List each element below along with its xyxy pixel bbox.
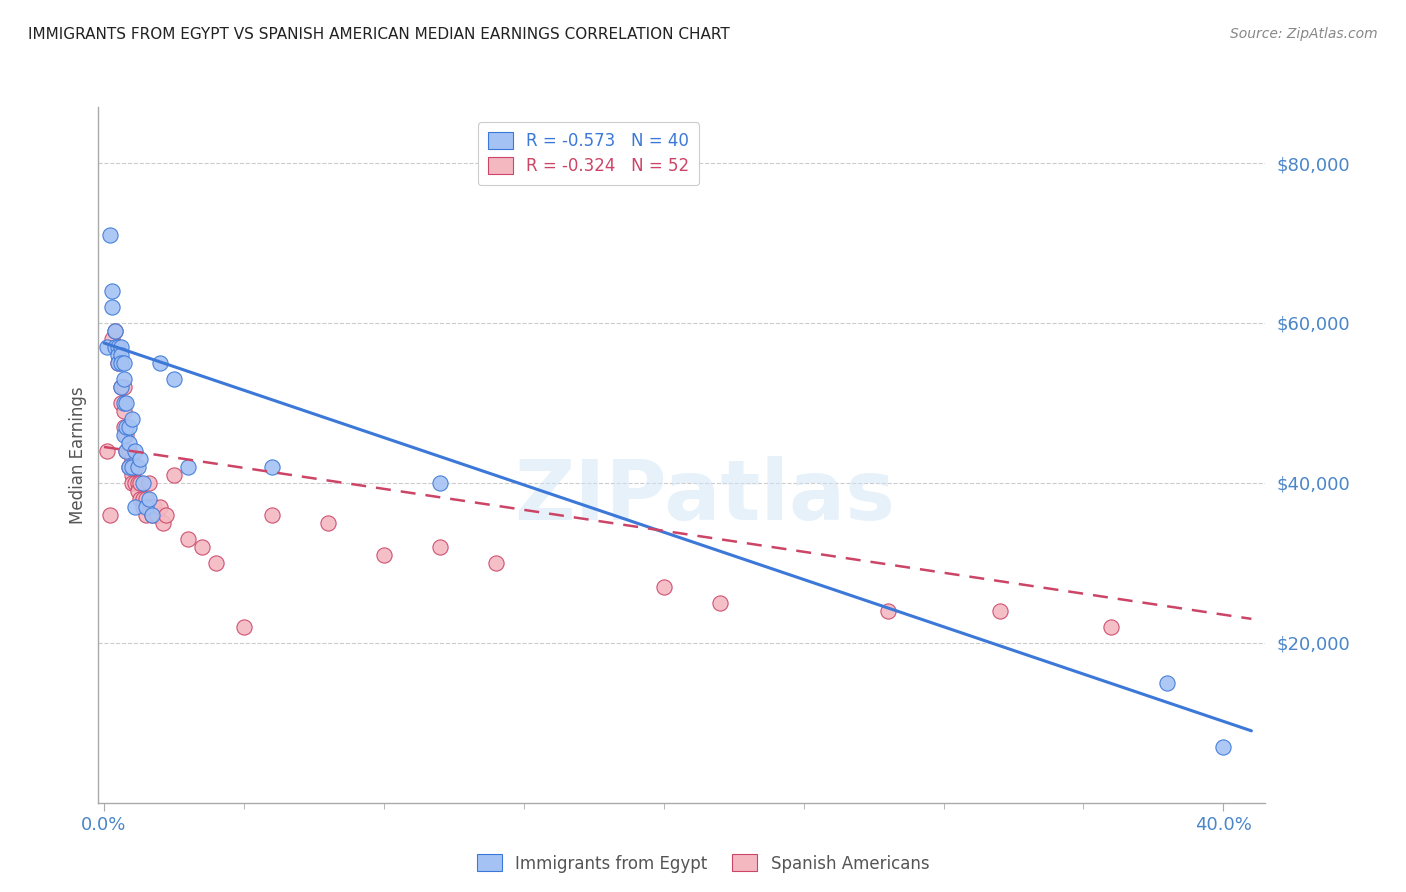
Point <box>163 467 186 482</box>
Point <box>118 420 141 434</box>
Point <box>121 475 143 490</box>
Point <box>141 508 163 522</box>
Point <box>112 372 135 386</box>
Point <box>115 420 138 434</box>
Point <box>110 396 132 410</box>
Point <box>709 596 731 610</box>
Point <box>129 491 152 506</box>
Point <box>118 436 141 450</box>
Text: Source: ZipAtlas.com: Source: ZipAtlas.com <box>1230 27 1378 41</box>
Point <box>112 404 135 418</box>
Point <box>121 451 143 466</box>
Point <box>112 428 135 442</box>
Point <box>112 396 135 410</box>
Point <box>112 356 135 370</box>
Point <box>141 508 163 522</box>
Point <box>1212 739 1234 754</box>
Point <box>143 500 166 514</box>
Point <box>876 604 898 618</box>
Point <box>115 428 138 442</box>
Point <box>429 540 451 554</box>
Point <box>233 620 256 634</box>
Point <box>177 532 200 546</box>
Point <box>988 604 1011 618</box>
Point <box>138 475 160 490</box>
Point <box>135 491 157 506</box>
Legend: Immigrants from Egypt, Spanish Americans: Immigrants from Egypt, Spanish Americans <box>470 847 936 880</box>
Point <box>316 516 339 530</box>
Point <box>152 516 174 530</box>
Point <box>191 540 214 554</box>
Point <box>127 483 149 498</box>
Point <box>132 475 155 490</box>
Point <box>110 380 132 394</box>
Point <box>652 580 675 594</box>
Point <box>107 348 129 362</box>
Point <box>112 380 135 394</box>
Point <box>115 444 138 458</box>
Y-axis label: Median Earnings: Median Earnings <box>69 386 87 524</box>
Point <box>127 475 149 490</box>
Point <box>110 348 132 362</box>
Point <box>1156 676 1178 690</box>
Point <box>104 340 127 354</box>
Point <box>107 356 129 370</box>
Point <box>146 508 169 522</box>
Point <box>1101 620 1123 634</box>
Point <box>115 396 138 410</box>
Point <box>118 444 141 458</box>
Point <box>124 459 146 474</box>
Point <box>121 412 143 426</box>
Point <box>149 356 172 370</box>
Point <box>132 500 155 514</box>
Point <box>141 500 163 514</box>
Point <box>177 459 200 474</box>
Point <box>121 459 143 474</box>
Point <box>112 420 135 434</box>
Point <box>373 548 395 562</box>
Point <box>118 459 141 474</box>
Point <box>107 356 129 370</box>
Point <box>138 500 160 514</box>
Point <box>260 508 283 522</box>
Point <box>101 284 124 298</box>
Point <box>135 508 157 522</box>
Point <box>127 459 149 474</box>
Point <box>124 444 146 458</box>
Text: IMMIGRANTS FROM EGYPT VS SPANISH AMERICAN MEDIAN EARNINGS CORRELATION CHART: IMMIGRANTS FROM EGYPT VS SPANISH AMERICA… <box>28 27 730 42</box>
Point <box>155 508 177 522</box>
Point <box>115 444 138 458</box>
Point <box>260 459 283 474</box>
Point <box>110 380 132 394</box>
Point <box>163 372 186 386</box>
Point <box>110 340 132 354</box>
Point <box>485 556 508 570</box>
Point <box>121 467 143 482</box>
Point <box>429 475 451 490</box>
Point <box>104 324 127 338</box>
Point <box>129 451 152 466</box>
Point <box>101 300 124 314</box>
Text: ZIPatlas: ZIPatlas <box>515 456 896 537</box>
Point <box>118 459 141 474</box>
Point <box>205 556 228 570</box>
Point <box>124 500 146 514</box>
Point <box>101 332 124 346</box>
Point <box>98 227 121 242</box>
Point <box>138 491 160 506</box>
Point <box>135 500 157 514</box>
Point <box>98 508 121 522</box>
Point <box>129 475 152 490</box>
Point <box>107 340 129 354</box>
Point <box>110 356 132 370</box>
Point <box>124 475 146 490</box>
Point <box>96 444 118 458</box>
Point <box>132 491 155 506</box>
Legend: R = -0.573   N = 40, R = -0.324   N = 52: R = -0.573 N = 40, R = -0.324 N = 52 <box>478 122 699 186</box>
Point <box>107 340 129 354</box>
Point <box>96 340 118 354</box>
Point <box>104 324 127 338</box>
Point <box>149 500 172 514</box>
